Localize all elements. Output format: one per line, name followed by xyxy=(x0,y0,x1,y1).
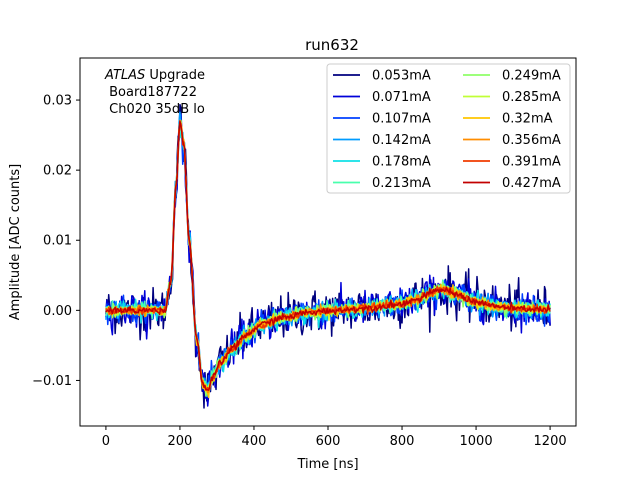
annotation-line2: Board187722 xyxy=(105,85,197,100)
legend-label: 0.142mA xyxy=(372,133,431,148)
legend-label: 0.32mA xyxy=(502,112,553,127)
legend-label: 0.285mA xyxy=(502,90,561,105)
y-tick-label: 0.03 xyxy=(43,94,72,109)
x-tick-label: 1000 xyxy=(460,434,493,449)
legend-label: 0.213mA xyxy=(372,176,431,191)
y-tick-label: 0.00 xyxy=(43,304,72,319)
legend-label: 0.053mA xyxy=(372,69,431,84)
legend-label: 0.178mA xyxy=(372,155,431,170)
x-axis: 0 200 400 600 800 1000 1200 xyxy=(102,426,567,449)
annotation: ATLAS Upgrade Board187722 Ch020 35dB lo xyxy=(104,68,205,117)
series-layer xyxy=(105,103,551,409)
x-tick-label: 600 xyxy=(316,434,341,449)
y-tick-label: 0.01 xyxy=(43,234,72,249)
series-line-0.427mA xyxy=(105,120,551,391)
y-tick-label: −0.01 xyxy=(32,374,72,389)
y-axis: −0.01 0.00 0.01 0.02 0.03 xyxy=(32,94,80,389)
y-tick-label: 0.02 xyxy=(43,164,72,179)
x-tick-label: 800 xyxy=(390,434,415,449)
legend-label: 0.391mA xyxy=(502,155,561,170)
legend-label: 0.356mA xyxy=(502,133,561,148)
x-tick-label: 200 xyxy=(168,434,193,449)
annotation-upgrade: Upgrade xyxy=(145,68,205,83)
y-axis-label: Amplitude [ADC counts] xyxy=(8,164,23,320)
x-tick-label: 400 xyxy=(242,434,267,449)
legend-label: 0.107mA xyxy=(372,112,431,127)
legend-label: 0.427mA xyxy=(502,176,561,191)
legend-label: 0.249mA xyxy=(502,69,561,84)
legend-label: 0.071mA xyxy=(372,90,431,105)
x-tick-label: 0 xyxy=(102,434,110,449)
legend: 0.053mA 0.071mA 0.107mA 0.142mA 0.178mA 0.213… xyxy=(326,63,571,194)
legend-frame xyxy=(326,63,571,194)
annotation-line1: ATLAS Upgrade xyxy=(104,68,205,83)
annotation-atlas: ATLAS xyxy=(104,68,145,83)
annotation-line3: Ch020 35dB lo xyxy=(105,102,205,117)
x-tick-label: 1200 xyxy=(534,434,567,449)
chart-title: run632 xyxy=(305,36,359,54)
x-axis-label: Time [ns] xyxy=(296,457,358,472)
